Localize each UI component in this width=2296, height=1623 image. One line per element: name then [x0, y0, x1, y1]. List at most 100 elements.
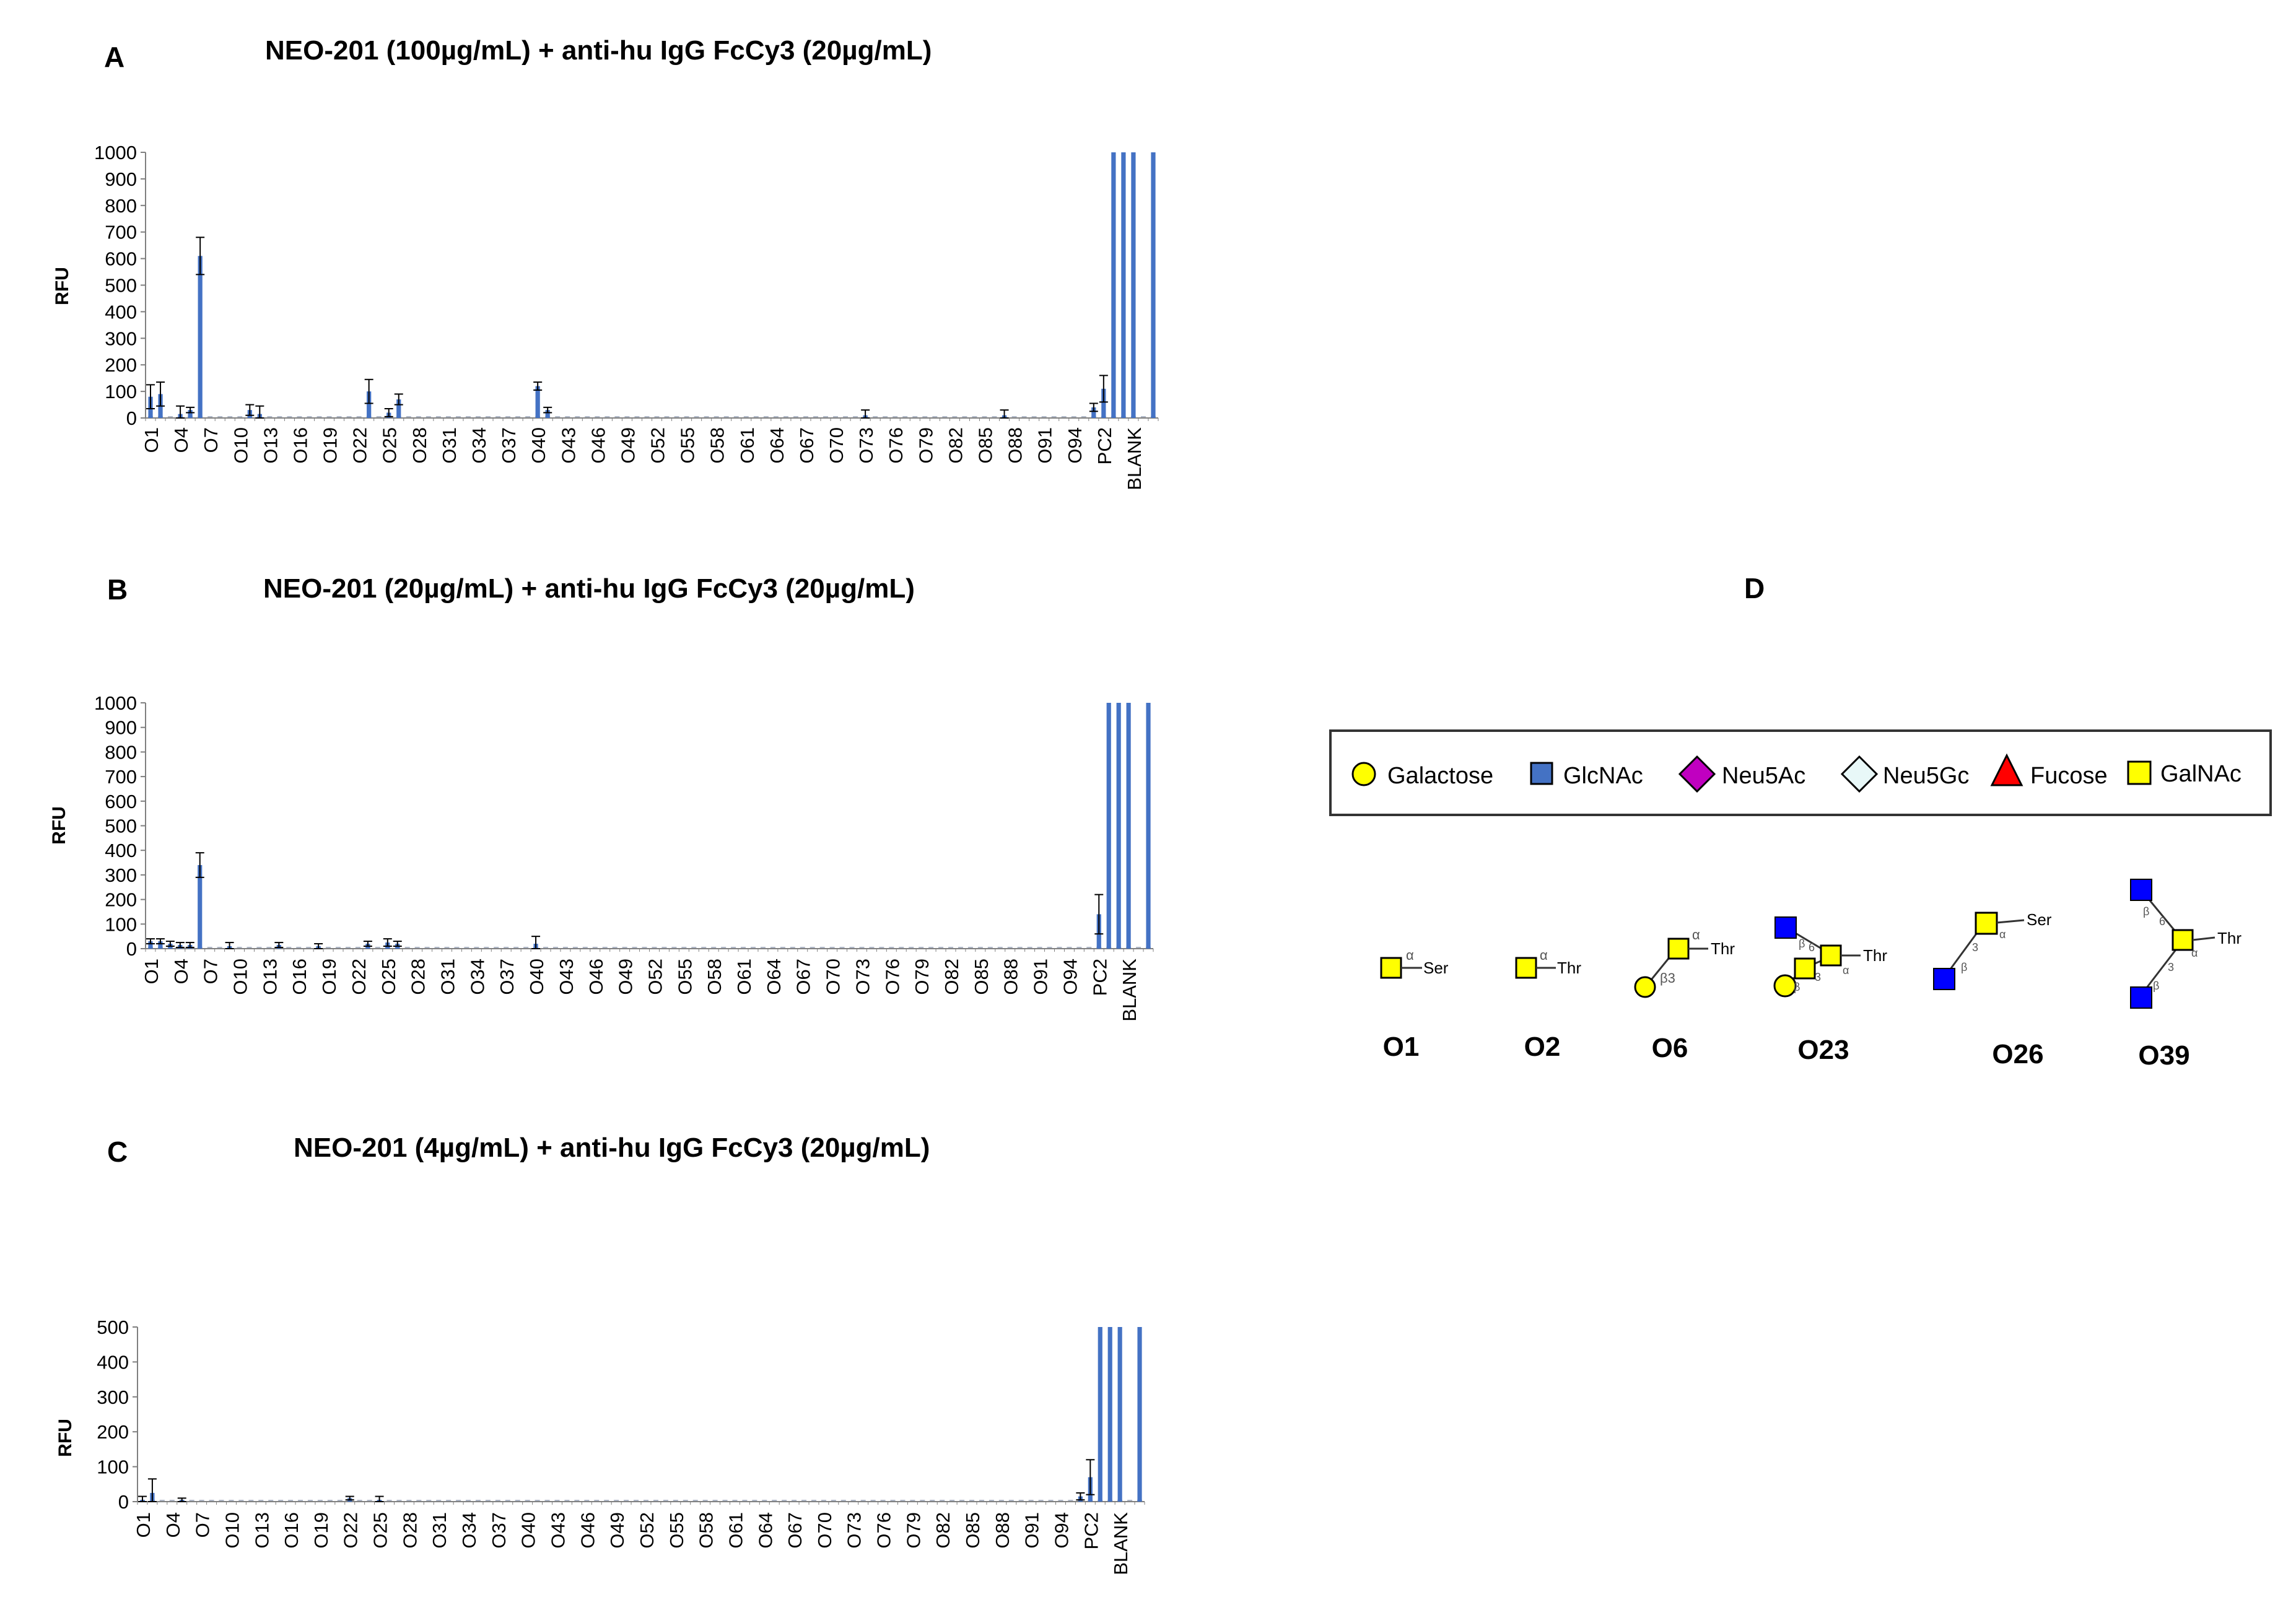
linkage-label: β [2153, 980, 2159, 992]
x-tick-label: O22 [349, 427, 371, 464]
x-tick-label: O70 [826, 427, 847, 464]
legend-label-galactose: Galactose [1387, 763, 1493, 789]
legend-label-galnac: GalNAc [2160, 761, 2241, 787]
y-axis-label: RFU [49, 806, 69, 845]
x-tick-label: O49 [615, 959, 637, 995]
galnac-icon [1515, 957, 1537, 979]
panel-letter-a: A [104, 41, 124, 73]
bar [1091, 407, 1096, 418]
x-tick-label: O58 [704, 959, 725, 995]
x-tick-label: O64 [766, 427, 788, 464]
galnac-icon [1975, 912, 1998, 935]
x-tick-label: O85 [971, 959, 992, 995]
x-tick-label: O7 [200, 959, 222, 984]
glycan-o1: α Ser O1 [1380, 947, 1449, 1062]
glcnac-icon [2130, 986, 2152, 1009]
x-tick-label: O61 [733, 959, 755, 995]
x-tick-label: O19 [318, 959, 340, 995]
x-tick-label: O70 [814, 1512, 836, 1549]
x-tick-label: O43 [548, 1512, 569, 1549]
galactose-icon [1773, 974, 1797, 998]
x-tick-label: O82 [945, 427, 966, 464]
y-tick-label: 200 [105, 889, 137, 911]
x-tick-label: O1 [141, 427, 162, 453]
aglycone-label: Thr [1711, 939, 1735, 958]
x-tick-label: O13 [251, 1512, 273, 1549]
linkage-label: 3 [2168, 961, 2174, 973]
x-tick-label: O76 [873, 1512, 895, 1549]
glycan-label-o2: O2 [1524, 1032, 1561, 1062]
x-tick-label: O88 [1005, 427, 1026, 464]
x-tick-label: O82 [932, 1512, 954, 1549]
y-tick-label: 300 [105, 864, 137, 886]
panel-letter-b: B [107, 573, 128, 606]
x-tick-label: O28 [408, 959, 429, 995]
y-tick-label: 0 [126, 407, 137, 429]
linkage-label: 3 [1815, 971, 1821, 983]
x-tick-label: O19 [320, 427, 341, 464]
panel-letter-c: C [107, 1136, 128, 1168]
bar [1111, 152, 1116, 418]
bar [188, 410, 193, 418]
bar [148, 941, 153, 949]
y-tick-label: 1000 [94, 142, 137, 163]
x-tick-label: O88 [992, 1512, 1013, 1549]
x-tick-label: O67 [796, 427, 818, 464]
legend-label-fucose: Fucose [2030, 763, 2108, 789]
glycan-legend: Galactose GlcNAc Neu5Ac Neu5Gc Fucose Ga… [1329, 729, 2272, 816]
galactose-icon [1634, 976, 1656, 998]
x-tick-label: O22 [348, 959, 370, 995]
x-tick-label: O73 [855, 427, 877, 464]
glycan-label-o6: O6 [1652, 1033, 1688, 1063]
x-tick-label: O76 [881, 959, 903, 995]
bar [535, 386, 540, 418]
x-tick-label: O31 [437, 959, 459, 995]
linkage-label: 3 [1972, 941, 1978, 954]
linkage-label: β3 [1660, 970, 1675, 986]
neu5ac-icon [1678, 755, 1716, 793]
y-tick-label: 200 [105, 354, 137, 376]
galnac-icon [1380, 957, 1402, 979]
x-tick-label: O28 [399, 1512, 421, 1549]
x-tick-label: O25 [379, 427, 401, 464]
x-tick-label: O10 [221, 1512, 243, 1549]
bar [1098, 1327, 1102, 1502]
anomer-label: α [1406, 947, 1414, 963]
x-tick-label: O52 [636, 1512, 658, 1549]
glycan-o23: β 6 β 3 α Thr O23 [1773, 916, 1887, 1065]
x-tick-label: O85 [974, 427, 996, 464]
bar [1107, 1327, 1112, 1502]
glycan-bond [1996, 919, 2025, 924]
anomer-label: α [1692, 927, 1700, 942]
x-tick-label: O94 [1059, 959, 1081, 995]
x-tick-label: O94 [1051, 1512, 1073, 1549]
x-tick-label: O1 [141, 959, 162, 984]
x-tick-label: O37 [488, 1512, 510, 1549]
glycan-label-o1: O1 [1383, 1032, 1420, 1062]
y-tick-label: 100 [97, 1456, 129, 1478]
x-tick-label: O46 [577, 1512, 598, 1549]
x-tick-label: O13 [259, 959, 281, 995]
x-tick-label: O43 [557, 427, 579, 464]
x-tick-label: O82 [941, 959, 962, 995]
anomer-label: α [2191, 947, 2198, 959]
x-tick-label: O64 [754, 1512, 776, 1549]
x-tick-label: O31 [429, 1512, 450, 1549]
bar [1146, 703, 1151, 949]
y-tick-label: 300 [97, 1386, 129, 1408]
x-tick-label: O58 [696, 1512, 717, 1549]
glcnac-icon [2130, 879, 2152, 901]
x-tick-label: O4 [170, 427, 192, 453]
x-tick-label: O4 [170, 959, 192, 984]
x-tick-label: O7 [200, 427, 222, 453]
x-tick-label: O88 [1000, 959, 1022, 995]
x-tick-label: O49 [606, 1512, 628, 1549]
y-tick-label: 0 [118, 1491, 129, 1513]
y-tick-label: 200 [97, 1421, 129, 1443]
x-tick-label: O22 [340, 1512, 362, 1549]
galnac-icon [1667, 938, 1690, 960]
x-tick-label: O31 [439, 427, 460, 464]
x-tick-label: O64 [763, 959, 785, 995]
y-tick-label: 500 [105, 816, 137, 837]
